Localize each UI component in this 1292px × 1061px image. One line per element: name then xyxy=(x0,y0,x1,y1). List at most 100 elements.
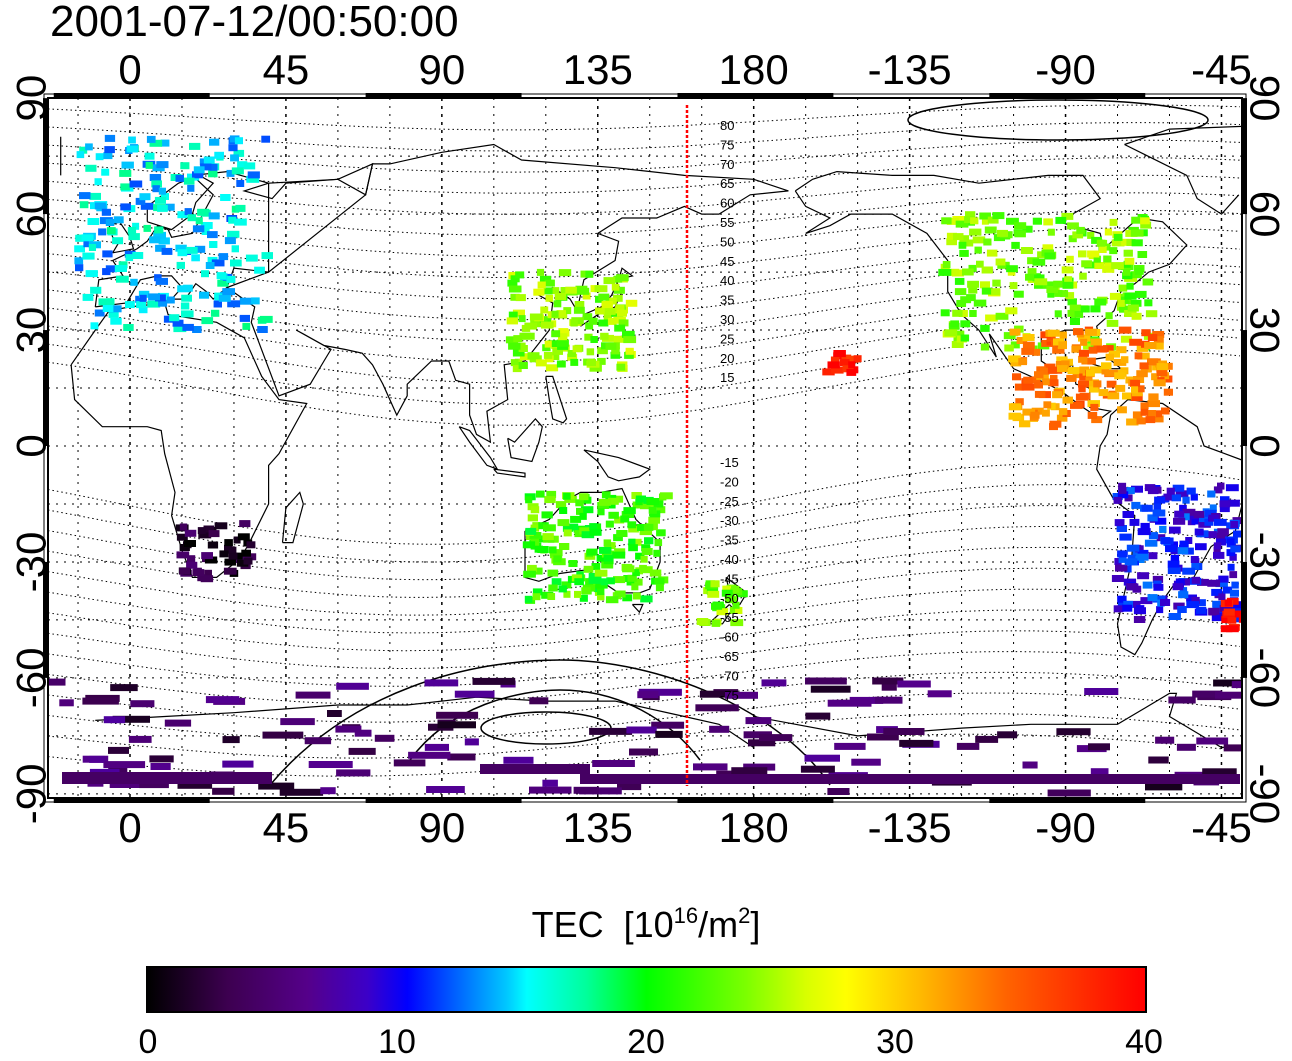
tec-pixel xyxy=(558,585,567,593)
tec-pixel xyxy=(1124,310,1137,317)
tec-pixel xyxy=(618,319,629,327)
frame-bar xyxy=(53,797,210,803)
tec-pixel xyxy=(589,727,633,735)
x-tick-label-bottom: 90 xyxy=(418,804,465,851)
tec-pixel xyxy=(1106,380,1117,388)
tec-pixel xyxy=(1222,586,1233,594)
magnetic-latitude-label: -40 xyxy=(720,552,739,567)
tec-pixel xyxy=(1111,239,1125,247)
tec-pixel xyxy=(1083,342,1091,350)
tec-pixel xyxy=(217,279,229,287)
tec-pixel xyxy=(230,259,242,267)
tec-pixel xyxy=(1123,578,1137,586)
tec-pixel xyxy=(605,297,617,305)
tec-pixel xyxy=(608,511,619,519)
tec-pixel xyxy=(822,368,835,376)
tec-pixel xyxy=(1058,408,1068,416)
tec-pixel xyxy=(165,203,175,211)
tec-pixel xyxy=(532,588,543,596)
tec-pixel xyxy=(127,226,137,234)
tec-pixel xyxy=(551,578,562,586)
tec-pixel xyxy=(1126,418,1139,426)
tec-pixel xyxy=(1055,216,1067,224)
tec-pixel xyxy=(246,541,256,549)
tec-pixel xyxy=(567,350,576,357)
tec-pixel xyxy=(515,271,525,279)
tec-pixel xyxy=(614,590,626,598)
tec-pixel xyxy=(969,228,982,236)
tec-pixel xyxy=(1062,396,1073,404)
tec-pixel xyxy=(1196,599,1206,607)
tec-pixel xyxy=(696,618,709,625)
tec-pixel xyxy=(958,241,967,249)
tec-pixel xyxy=(136,301,146,309)
y-tick-label-right: 0 xyxy=(1241,434,1288,457)
tec-pixel xyxy=(1209,504,1217,512)
north-pole-contour xyxy=(907,99,1209,141)
tec-pixel xyxy=(336,682,369,690)
tec-pixel xyxy=(1186,601,1199,609)
tec-pixel xyxy=(598,319,609,327)
magnetic-latitude-contour xyxy=(48,297,1241,363)
tec-pixel xyxy=(82,252,95,260)
tec-pixel xyxy=(1027,268,1037,276)
tec-pixel xyxy=(154,226,164,234)
tec-pixel xyxy=(1119,533,1132,541)
tec-pixel xyxy=(173,325,187,333)
x-tick-label-top: 45 xyxy=(263,46,310,93)
tec-pixel xyxy=(1080,305,1090,313)
tec-pixel xyxy=(1118,482,1127,490)
tec-pixel xyxy=(976,260,984,268)
tec-pixel xyxy=(510,359,519,367)
tec-pixel xyxy=(180,302,190,310)
tec-pixel xyxy=(628,525,639,533)
tec-pixel xyxy=(958,310,968,317)
tec-pixel xyxy=(616,363,626,371)
tec-pixel xyxy=(533,288,545,296)
tec-pixel xyxy=(1213,518,1227,526)
tec-pixel xyxy=(1114,372,1125,380)
tec-pixel xyxy=(522,541,536,549)
tec-pixel xyxy=(1163,388,1173,396)
magnetic-latitude-label: 60 xyxy=(720,196,734,211)
tec-pixel xyxy=(94,178,102,186)
tec-pixel xyxy=(572,345,582,353)
tec-pixel xyxy=(563,307,572,315)
tec-pixel xyxy=(759,734,793,742)
tec-pixel xyxy=(1056,356,1068,364)
tec-pixel xyxy=(208,170,218,178)
tec-pixel xyxy=(82,697,119,705)
tec-pixel xyxy=(1118,486,1127,494)
tec-pixel xyxy=(1114,519,1125,527)
tec-pixel xyxy=(576,507,584,515)
tec-pixel xyxy=(1135,267,1144,275)
y-tick-label-right: 90 xyxy=(1241,75,1288,122)
tec-pixel xyxy=(574,578,584,586)
tec-pixel xyxy=(1058,341,1067,349)
tec-pixel xyxy=(106,298,115,306)
tec-pixel xyxy=(613,576,626,584)
x-tick-label-top: 135 xyxy=(563,46,633,93)
tec-pixel xyxy=(612,551,626,559)
tec-pixel xyxy=(649,569,662,577)
tec-pixel xyxy=(827,788,850,795)
tec-pixel xyxy=(507,279,518,287)
tec-pixel xyxy=(176,261,185,269)
frame-bar xyxy=(677,797,834,803)
tec-pixel xyxy=(88,244,96,251)
tec-pixel xyxy=(1159,525,1167,533)
tec-pixel xyxy=(991,288,1001,296)
coastline xyxy=(95,692,1242,749)
tec-pixel xyxy=(231,167,244,175)
tec-pixel xyxy=(149,236,161,244)
coastline xyxy=(583,449,652,482)
tec-pixel xyxy=(1079,366,1090,374)
tec-pixel xyxy=(1223,608,1235,616)
tec-pixel xyxy=(74,257,84,265)
tec-pixel xyxy=(464,738,479,746)
tec-pixel xyxy=(1046,334,1056,342)
tec-pixel xyxy=(635,495,646,503)
frame-bar xyxy=(43,330,49,446)
tec-pixel xyxy=(218,294,231,302)
tec-pixel xyxy=(1130,229,1144,237)
